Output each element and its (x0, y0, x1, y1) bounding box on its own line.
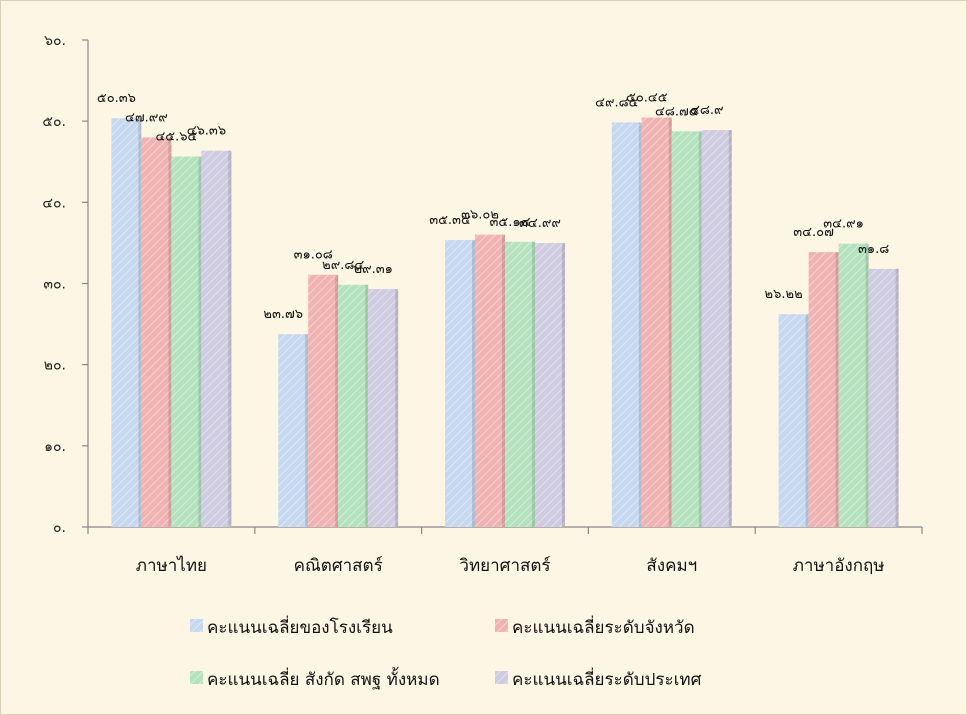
bar-shade (835, 252, 839, 527)
legend-label: คะแนนเฉลี่ยระดับประเทศ (512, 667, 702, 690)
legend-item: คะแนนเฉลี่ยระดับประเทศ (495, 667, 702, 690)
bar-hatch (535, 242, 565, 527)
data-label: ๓๔.๐๗ (793, 225, 834, 240)
x-category-label: ภาษาไทย (136, 555, 207, 576)
y-tick-label: ๐. (53, 520, 66, 536)
bar-hatch (368, 289, 399, 527)
bar-shade (728, 130, 732, 527)
legend-label: คะแนนเฉลี่ยระดับจังหวัด (512, 615, 695, 638)
bar-shade (865, 243, 869, 528)
legend-item: คะแนนเฉลี่ย สังกัด สพฐ ทั้งหมด (190, 667, 440, 690)
bar-hatch (111, 118, 142, 528)
bar-shade (168, 137, 172, 527)
bar-hatch (838, 243, 869, 528)
x-category-label: วิทยาศาสตร์ (459, 556, 551, 576)
data-label: ๒๙.๘๔ (322, 258, 364, 273)
bar-hatch (611, 122, 642, 528)
bar-shade (805, 314, 809, 527)
legend-label: คะแนนเฉลี่ย สังกัด สพฐ ทั้งหมด (207, 667, 440, 690)
y-tick-label: ๕๐. (42, 114, 66, 130)
data-label: ๔๘.๗๕ (655, 104, 699, 119)
y-tick-label: ๖๐. (44, 33, 66, 49)
bar-hatch (868, 268, 899, 527)
bar-shade (198, 156, 202, 527)
data-label: ๔๙.๘๕ (595, 95, 639, 110)
bar-hatch (641, 117, 672, 528)
data-label: ๒๓.๗๖ (263, 307, 303, 322)
bar-hatch (808, 252, 839, 527)
y-tick-label: ๔๐. (42, 195, 66, 211)
bar-shade (502, 234, 505, 527)
bar-shade (472, 240, 475, 527)
bar-shade (638, 122, 642, 528)
bar-shade (562, 242, 565, 527)
y-tick-label: ๑๐. (44, 439, 66, 455)
data-label: ๔๖.๓๖ (187, 124, 226, 139)
bar-shade (668, 117, 672, 528)
data-label: ๕๐.๓๖ (97, 91, 136, 106)
bar-hatch (171, 156, 202, 527)
data-label: ๓๔.๙๙ (519, 216, 561, 231)
bar-shade (532, 241, 535, 527)
data-label: ๓๖.๐๒ (461, 208, 499, 223)
data-label: ๓๔.๙๑ (823, 217, 864, 232)
legend-item: คะแนนเฉลี่ยของโรงเรียน (190, 615, 393, 638)
legend-swatch-hatch (190, 619, 203, 632)
data-label: ๕๐.๔๕ (626, 91, 668, 106)
bar-shade (335, 274, 339, 527)
legend-label: คะแนนเฉลี่ยของโรงเรียน (207, 615, 393, 638)
bar-hatch (201, 150, 232, 527)
bar-hatch (141, 137, 172, 527)
legend-swatch-hatch (495, 619, 508, 632)
bar-shade (138, 118, 142, 528)
bar-shade (395, 289, 399, 527)
data-label: ๓๕.๑๔ (490, 215, 531, 230)
x-category-label: สังคมฯ (646, 556, 697, 576)
data-label: ๓๕.๓๕ (429, 213, 471, 228)
data-label: ๒๖.๒๒ (765, 287, 803, 302)
bar-hatch (278, 334, 309, 527)
data-label: ๔๕.๖๕ (155, 129, 197, 144)
bar-hatch (338, 284, 369, 527)
bar-shade (228, 150, 232, 527)
x-category-label: คณิตศาสตร์ (294, 556, 383, 576)
bar-shade (698, 131, 702, 527)
bar-hatch (308, 274, 339, 527)
data-label: ๔๘.๙ (690, 103, 724, 118)
bar-shade (895, 268, 899, 527)
bar-hatch (778, 314, 809, 527)
bar-hatch (701, 130, 732, 527)
bar-hatch (671, 131, 702, 527)
y-tick-label: ๓๐. (43, 277, 66, 293)
data-label: ๓๑.๐๘ (294, 248, 333, 263)
bar-hatch (505, 241, 535, 527)
bar-shade (365, 284, 369, 527)
legend-swatch-hatch (495, 671, 508, 684)
bar-hatch (475, 234, 505, 527)
bar-hatch (445, 240, 475, 527)
x-category-label: ภาษาอังกฤษ (793, 556, 885, 576)
legend-item: คะแนนเฉลี่ยระดับจังหวัด (495, 615, 695, 638)
data-label: ๒๙.๓๑ (354, 262, 393, 277)
y-tick-label: ๒๐. (44, 358, 66, 374)
legend-swatch-hatch (190, 671, 203, 684)
bar-shade (305, 334, 309, 527)
data-label: ๔๗.๙๙ (125, 110, 168, 125)
data-label: ๓๑.๘ (858, 242, 889, 257)
